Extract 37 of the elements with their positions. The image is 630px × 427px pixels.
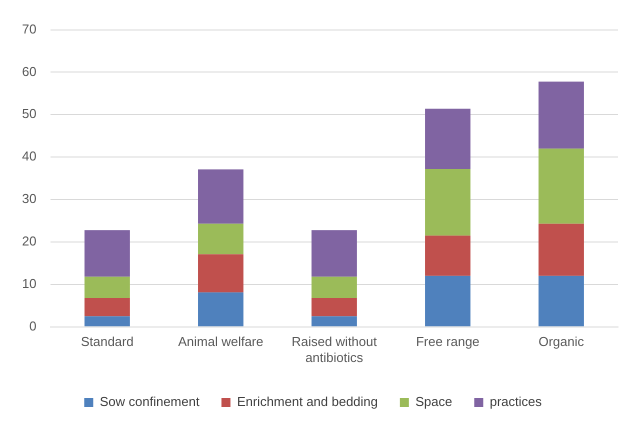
bar xyxy=(312,276,357,298)
legend-label: Sow confinement xyxy=(100,394,200,410)
bar xyxy=(84,230,130,277)
bar xyxy=(425,276,470,326)
y-tick-label: 60 xyxy=(22,64,36,79)
bar xyxy=(425,168,470,236)
bar xyxy=(198,169,244,224)
bar xyxy=(538,276,584,326)
legend-label: Space xyxy=(415,394,452,410)
x-tick-label: Standard xyxy=(80,334,134,350)
bar xyxy=(538,224,584,276)
bar xyxy=(198,254,244,292)
x-tick-label: Raised without antibiotics xyxy=(292,334,378,365)
y-tick-label: 20 xyxy=(22,234,36,249)
bar xyxy=(84,298,130,316)
x-tick-label: Animal welfare xyxy=(178,334,264,350)
bar xyxy=(312,316,357,326)
x-tick-label: Free range xyxy=(416,334,480,350)
bar xyxy=(538,82,584,149)
y-tick-label: 0 xyxy=(29,318,36,334)
bar xyxy=(84,276,130,298)
x-tick-label: Organic xyxy=(538,334,584,350)
bar xyxy=(198,224,244,254)
legend-label: Enrichment and bedding xyxy=(236,394,378,410)
y-tick-label: 10 xyxy=(22,276,36,291)
bar xyxy=(198,292,244,326)
bar xyxy=(312,230,357,277)
y-tick-label: 70 xyxy=(22,21,36,36)
y-tick-label: 40 xyxy=(22,148,36,164)
y-tick-label: 50 xyxy=(22,106,36,122)
bar xyxy=(425,236,470,276)
legend-label: practices xyxy=(490,394,542,410)
y-tick-label: 30 xyxy=(22,191,36,206)
bar xyxy=(84,316,130,326)
bar xyxy=(312,298,357,316)
bar xyxy=(425,108,470,169)
bar xyxy=(538,148,584,224)
